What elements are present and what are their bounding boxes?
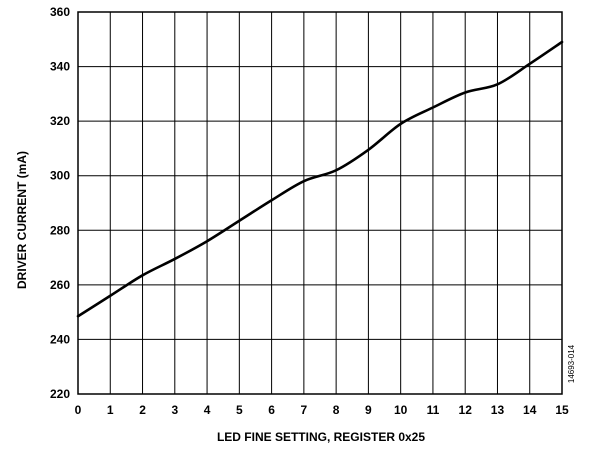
y-tick-label: 360	[50, 5, 70, 19]
x-axis-title: LED FINE SETTING, REGISTER 0x25	[217, 430, 425, 444]
y-tick-label: 280	[50, 223, 70, 237]
y-tick-label: 220	[50, 387, 70, 401]
y-tick-labels: 220 240 260 280 300 320 340 360	[50, 5, 70, 401]
x-tick-labels: 0 1 2 3 4 5 6 7 8 9 10 11 12 13 14 15	[75, 403, 569, 417]
x-tick-label: 14	[523, 403, 537, 417]
y-tick-label: 320	[50, 114, 70, 128]
driver-current-line	[76, 40, 564, 318]
x-tick-label: 9	[365, 403, 372, 417]
x-tick-label: 3	[171, 403, 178, 417]
grid	[77, 11, 563, 395]
y-tick-label: 300	[50, 169, 70, 183]
plot-frame	[77, 11, 563, 395]
x-tick-label: 12	[459, 403, 473, 417]
x-tick-label: 7	[301, 403, 308, 417]
x-tick-label: 4	[204, 403, 211, 417]
x-tick-label: 2	[139, 403, 146, 417]
x-tick-label: 1	[107, 403, 114, 417]
x-tick-label: 10	[394, 403, 408, 417]
y-tick-label: 260	[50, 278, 70, 292]
x-tick-label: 11	[427, 403, 440, 417]
x-tick-label: 15	[555, 403, 569, 417]
y-axis-title: DRIVER CURRENT (mA)	[15, 151, 29, 289]
y-tick-label: 340	[50, 60, 70, 74]
figure-id: 14693-014	[567, 344, 576, 383]
y-tick-label: 240	[50, 332, 70, 346]
x-tick-label: 8	[333, 403, 340, 417]
x-tick-label: 0	[75, 403, 82, 417]
x-tick-label: 5	[236, 403, 243, 417]
x-tick-label: 6	[268, 403, 275, 417]
x-tick-label: 13	[491, 403, 505, 417]
